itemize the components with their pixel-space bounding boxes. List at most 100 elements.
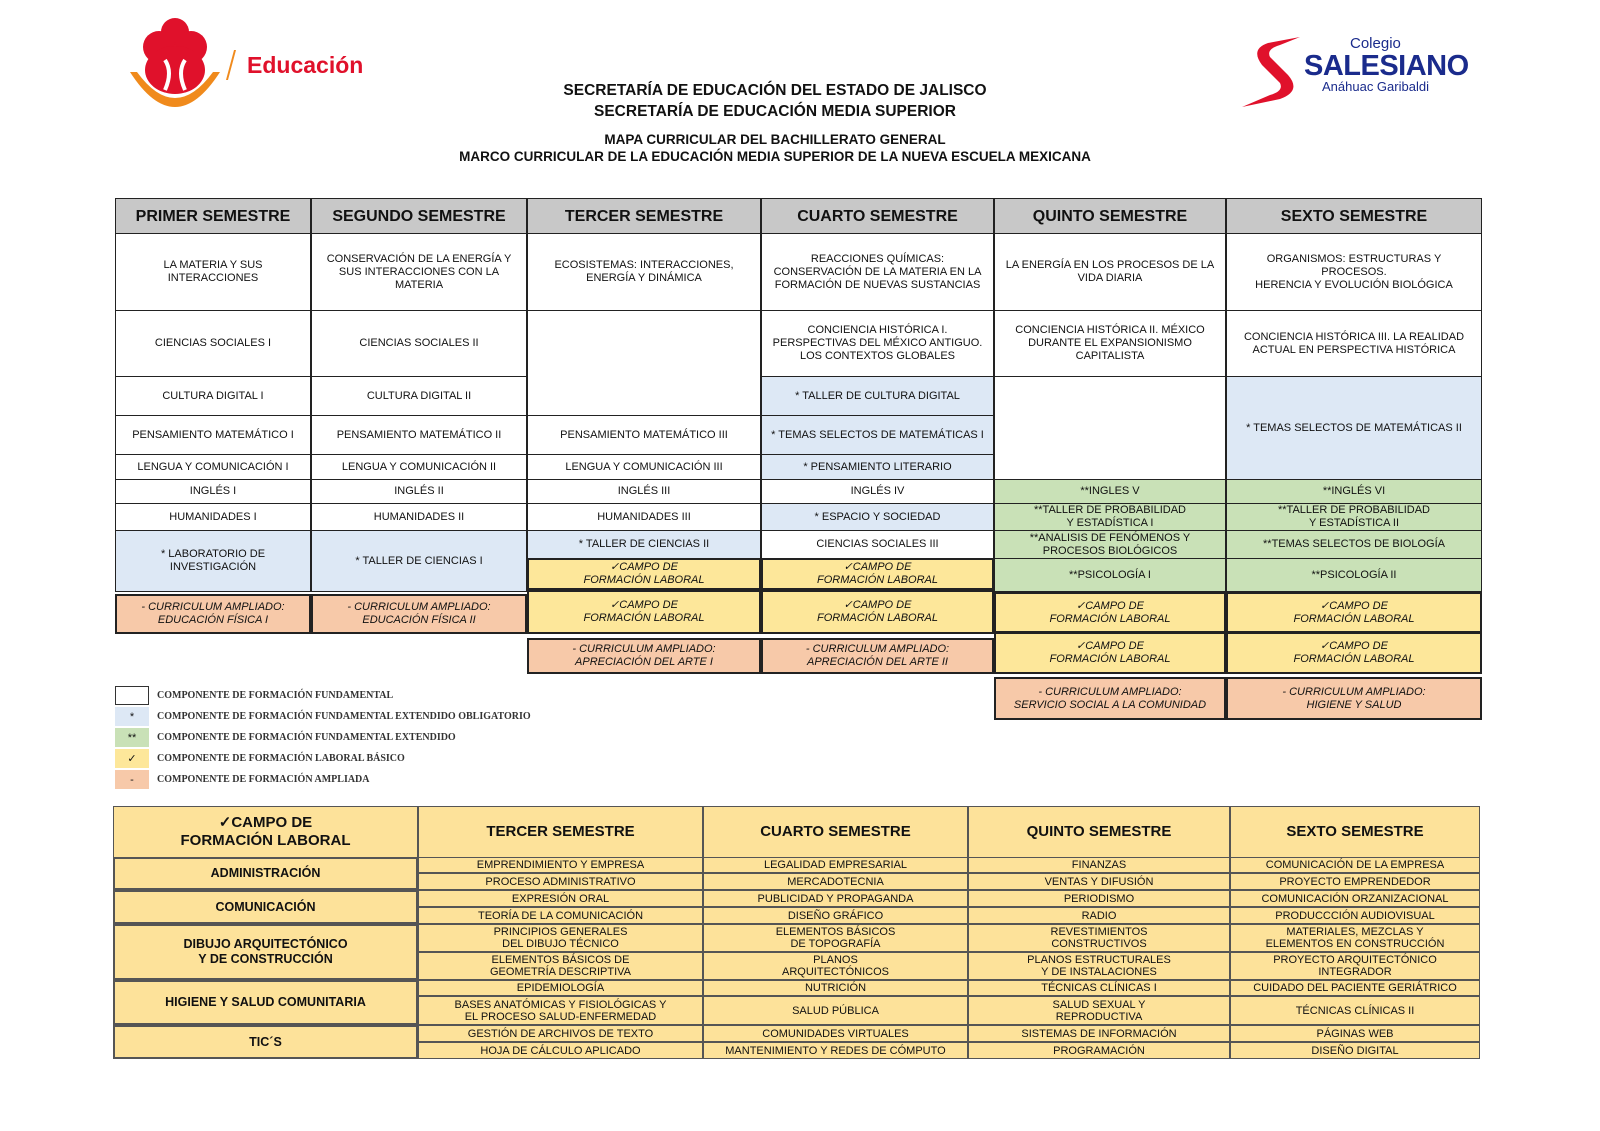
laboral-subject: BASES ANATÓMICAS Y FISIOLÓGICAS Y EL PRO… [418,996,703,1025]
subject-cell: CONCIENCIA HISTÓRICA III. LA REALIDAD AC… [1226,310,1482,377]
subject-cell: **INGLÉS VI [1226,479,1482,504]
salesiano-line2: SALESIANO [1304,50,1469,82]
laboral-subject: SISTEMAS DE INFORMACIÓN [968,1025,1230,1042]
laboral-subject: COMUNIDADES VIRTUALES [703,1025,968,1042]
subject-cell: - CURRICULUM AMPLIADO: SERVICIO SOCIAL A… [994,677,1226,720]
legend-label: COMPONENTE DE FORMACIÓN FUNDAMENTAL EXTE… [157,711,531,722]
legend-item: ** COMPONENTE DE FORMACIÓN FUNDAMENTAL EX… [115,728,456,747]
subject-cell: CULTURA DIGITAL I [115,376,311,416]
laboral-subject: LEGALIDAD EMPRESARIAL [703,857,968,873]
subject-cell: CONSERVACIÓN DE LA ENERGÍA Y SUS INTERAC… [311,233,527,311]
laboral-field: TIC´S [113,1025,418,1059]
laboral-subject: MATERIALES, MEZCLAS Y ELEMENTOS EN CONST… [1230,924,1480,952]
subject-cell: - CURRICULUM AMPLIADO: EDUCACIÓN FÍSICA … [115,594,311,634]
subject-cell [994,376,1226,480]
subject-cell: **TALLER DE PROBABILIDAD Y ESTADÍSTICA I [994,503,1226,531]
laboral-subject: SALUD PÚBLICA [703,996,968,1025]
legend-item: ✓ COMPONENTE DE FORMACIÓN LABORAL BÁSICO [115,749,405,768]
semester-header: QUINTO SEMESTRE [994,198,1226,234]
educacion-logo-text: Educación [247,52,364,78]
laboral-subject: COMUNICACIÓN ORZANIZACIONAL [1230,890,1480,907]
legend-swatch: * [115,707,149,726]
subject-cell: LENGUA Y COMUNICACIÓN II [311,454,527,480]
subject-cell: * TALLER DE CIENCIAS I [311,530,527,592]
laboral-subject: DISEÑO DIGITAL [1230,1042,1480,1059]
subject-cell: * ESPACIO Y SOCIEDAD [761,503,994,531]
laboral-subject: HOJA DE CÁLCULO APLICADO [418,1042,703,1059]
subject-cell: ✓CAMPO DE FORMACIÓN LABORAL [761,590,994,634]
subject-cell: **INGLES V [994,479,1226,504]
subject-cell: * TALLER DE CULTURA DIGITAL [761,376,994,416]
subject-cell: * LABORATORIO DE INVESTIGACIÓN [115,530,311,592]
laboral-subject: COMUNICACIÓN DE LA EMPRESA [1230,857,1480,873]
semester-header: CUARTO SEMESTRE [761,198,994,234]
laboral-semester-header: CUARTO SEMESTRE [703,806,968,858]
subject-cell: PENSAMIENTO MATEMÁTICO III [527,415,761,455]
legend-item: - COMPONENTE DE FORMACIÓN AMPLIADA [115,770,370,789]
subject-cell: * PENSAMIENTO LITERARIO [761,454,994,480]
subject-cell: INGLÉS IV [761,479,994,504]
subject-cell: ECOSISTEMAS: INTERACCIONES, ENERGÍA Y DI… [527,233,761,311]
legend-label: COMPONENTE DE FORMACIÓN FUNDAMENTAL EXTE… [157,732,456,743]
title-secretaria: SECRETARÍA DE EDUCACIÓN DEL ESTADO DE JA… [563,82,987,99]
laboral-subject: PROCESO ADMINISTRATIVO [418,873,703,890]
subject-cell: LA ENERGÍA EN LOS PROCESOS DE LA VIDA DI… [994,233,1226,311]
subject-cell: ✓CAMPO DE FORMACIÓN LABORAL [994,632,1226,674]
subject-cell: LENGUA Y COMUNICACIÓN III [527,454,761,480]
laboral-subject: MANTENIMIENTO Y REDES DE CÓMPUTO [703,1042,968,1059]
subject-cell: CONCIENCIA HISTÓRICA I. PERSPECTIVAS DEL… [761,310,994,377]
laboral-subject: PUBLICIDAD Y PROPAGANDA [703,890,968,907]
laboral-semester-header: QUINTO SEMESTRE [968,806,1230,858]
subject-cell: **PSICOLOGÍA I [994,558,1226,592]
subject-cell: * TALLER DE CIENCIAS II [527,530,761,559]
subject-cell: ✓CAMPO DE FORMACIÓN LABORAL [527,590,761,634]
laboral-field: ADMINISTRACIÓN [113,857,418,890]
subject-cell: HUMANIDADES I [115,503,311,531]
laboral-semester-header: TERCER SEMESTRE [418,806,703,858]
laboral-field: COMUNICACIÓN [113,890,418,924]
subtitle-mapa: MAPA CURRICULAR DEL BACHILLERATO GENERAL [604,132,946,147]
legend-swatch: ** [115,728,149,747]
salesiano-line3: Anáhuac Garibaldi [1322,79,1429,94]
subject-cell: - CURRICULUM AMPLIADO: HIGIENE Y SALUD [1226,677,1482,720]
legend-label: COMPONENTE DE FORMACIÓN FUNDAMENTAL [157,690,394,701]
laboral-subject: PROYECTO EMPRENDEDOR [1230,873,1480,890]
legend-label: COMPONENTE DE FORMACIÓN LABORAL BÁSICO [157,753,405,764]
salesiano-line1: Colegio [1350,35,1401,52]
laboral-subject: NUTRICIÓN [703,980,968,996]
laboral-subject: PRODUCCCIÓN AUDIOVISUAL [1230,907,1480,924]
laboral-subject: EMPRENDIMIENTO Y EMPRESA [418,857,703,873]
subject-cell: CIENCIAS SOCIALES III [761,530,994,559]
laboral-subject: TÉCNICAS CLÍNICAS II [1230,996,1480,1025]
laboral-subject: SALUD SEXUAL Y REPRODUCTIVA [968,996,1230,1025]
subject-cell: **PSICOLOGÍA II [1226,558,1482,592]
laboral-subject: TÉCNICAS CLÍNICAS I [968,980,1230,996]
laboral-subject: ELEMENTOS BÁSICOS DE GEOMETRÍA DESCRIPTI… [418,952,703,980]
subject-cell: ✓CAMPO DE FORMACIÓN LABORAL [1226,592,1482,633]
laboral-subject: PROYECTO ARQUITECTÓNICO INTEGRADOR [1230,952,1480,980]
subject-cell: CIENCIAS SOCIALES II [311,310,527,377]
subject-cell: CIENCIAS SOCIALES I [115,310,311,377]
subject-cell: PENSAMIENTO MATEMÁTICO II [311,415,527,455]
laboral-subject: PRINCIPIOS GENERALES DEL DIBUJO TÉCNICO [418,924,703,952]
semester-header: SEGUNDO SEMESTRE [311,198,527,234]
subject-cell: - CURRICULUM AMPLIADO: EDUCACIÓN FÍSICA … [311,594,527,634]
laboral-subject: GESTIÓN DE ARCHIVOS DE TEXTO [418,1025,703,1042]
subject-cell: **ANALISIS DE FENÓMENOS Y PROCESOS BIOLÓ… [994,530,1226,559]
subject-cell: ✓CAMPO DE FORMACIÓN LABORAL [527,558,761,590]
laboral-subject: PÁGINAS WEB [1230,1025,1480,1042]
subject-cell: ✓CAMPO DE FORMACIÓN LABORAL [761,558,994,590]
subject-cell: INGLÉS II [311,479,527,504]
laboral-subject: PLANOS ARQUITECTÓNICOS [703,952,968,980]
laboral-subject: PERIODISMO [968,890,1230,907]
legend-swatch: ✓ [115,749,149,768]
subject-cell: PENSAMIENTO MATEMÁTICO I [115,415,311,455]
subject-cell: CULTURA DIGITAL II [311,376,527,416]
laboral-corner: ✓CAMPO DE FORMACIÓN LABORAL [113,806,418,858]
laboral-subject: TEORÍA DE LA COMUNICACIÓN [418,907,703,924]
legend-item: * COMPONENTE DE FORMACIÓN FUNDAMENTAL EXT… [115,707,531,726]
semester-header: SEXTO SEMESTRE [1226,198,1482,234]
subject-cell: - CURRICULUM AMPLIADO: APRECIACIÓN DEL A… [527,638,761,674]
subject-cell: LENGUA Y COMUNICACIÓN I [115,454,311,480]
subject-cell: INGLÉS I [115,479,311,504]
